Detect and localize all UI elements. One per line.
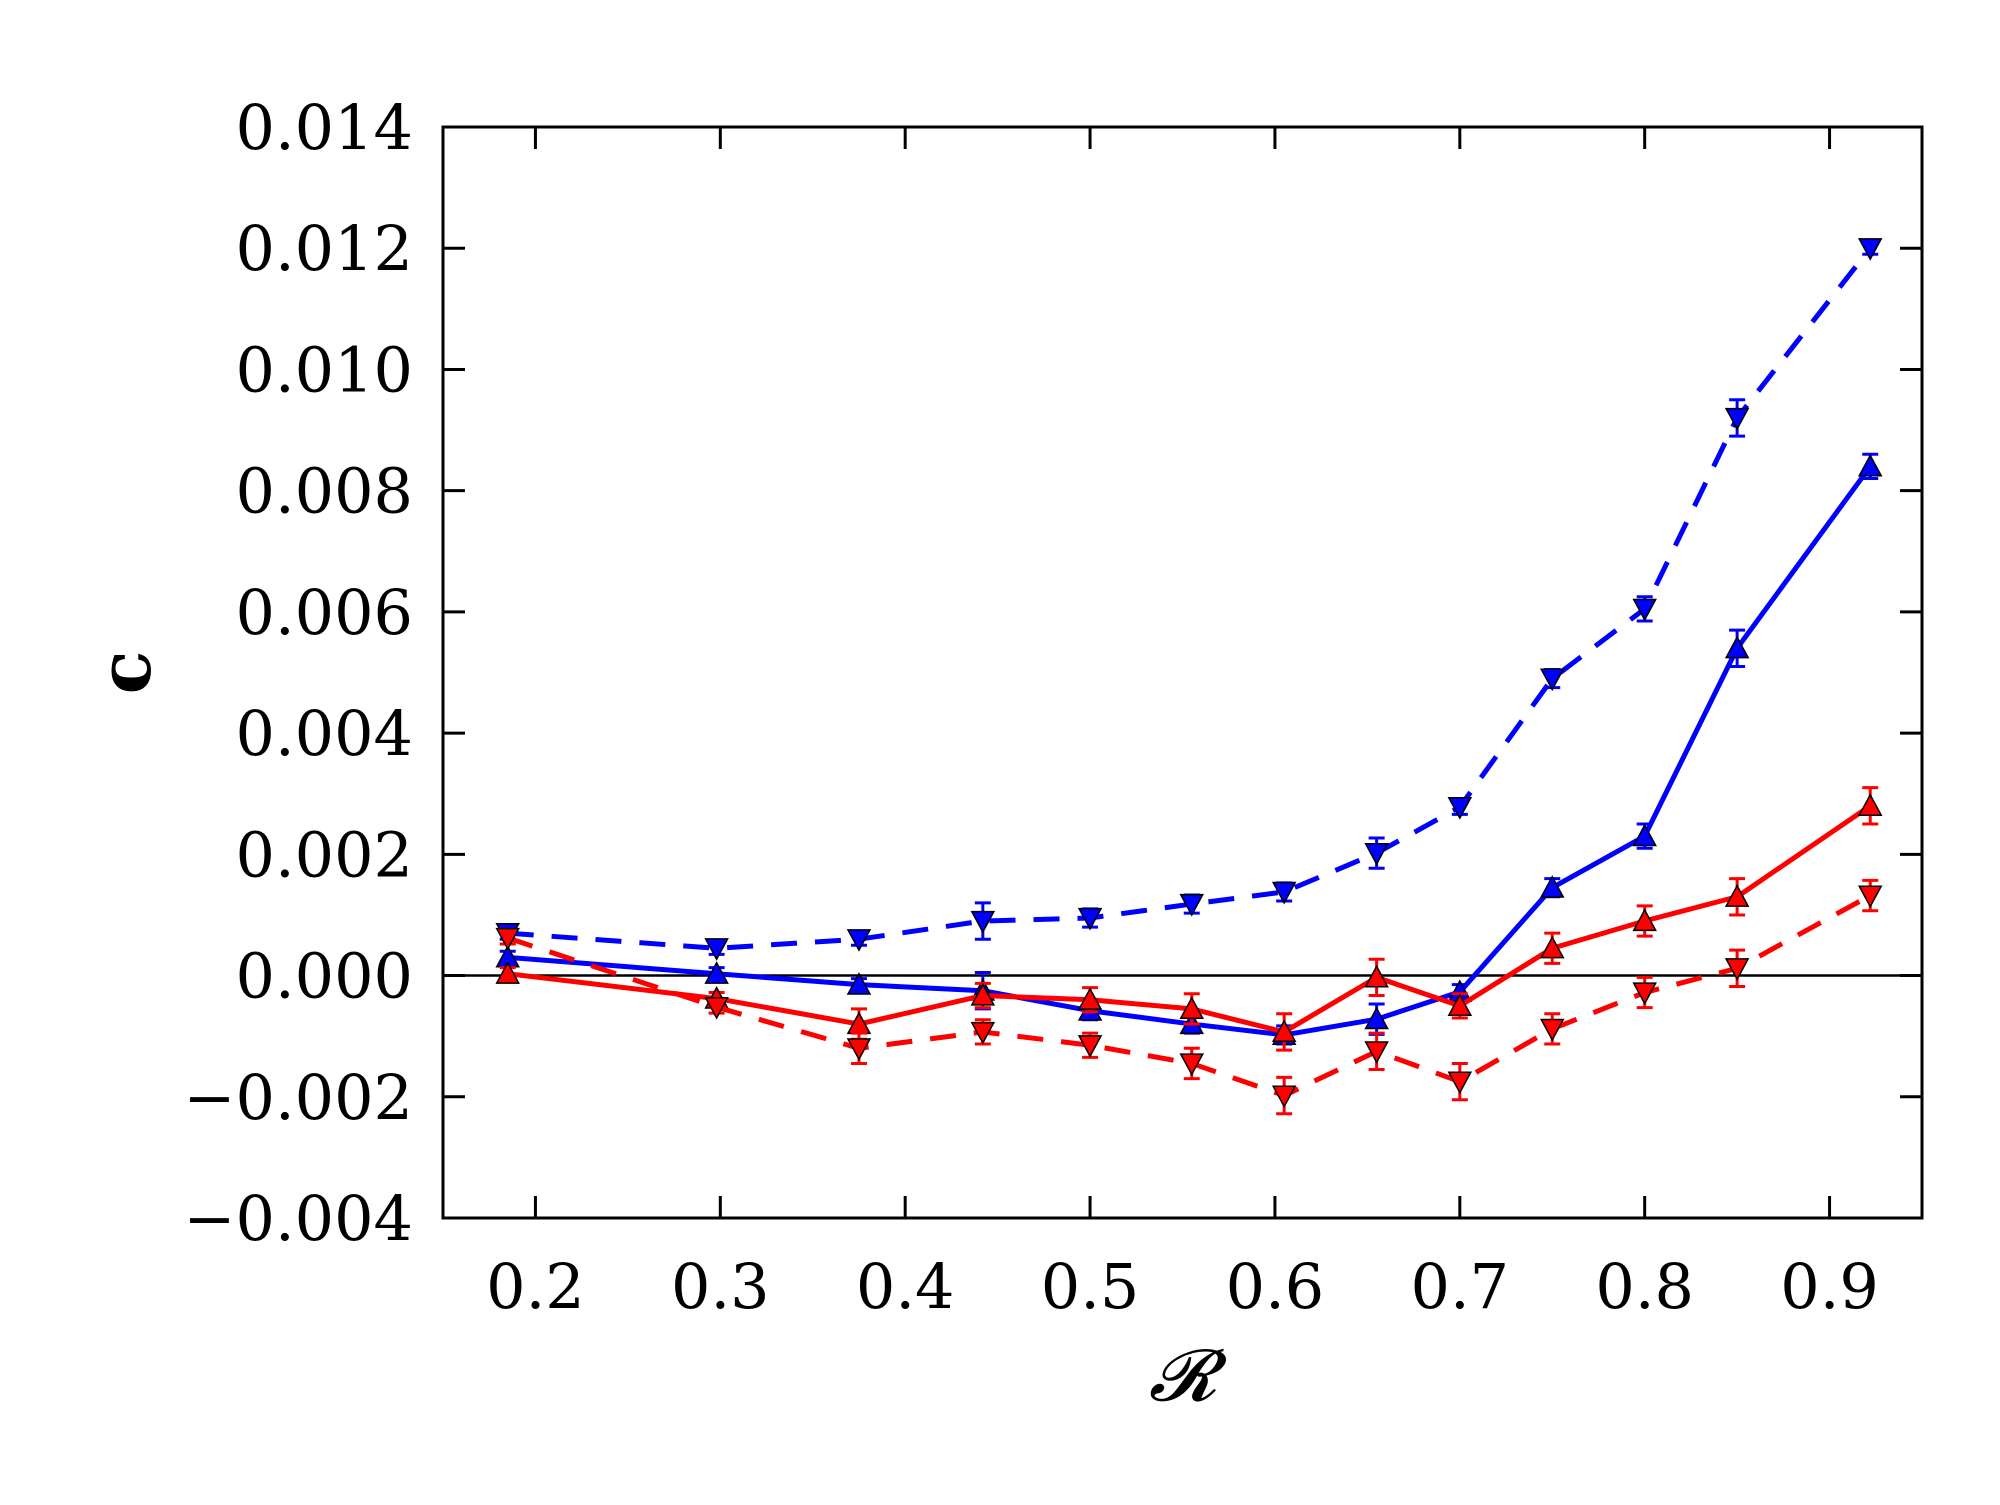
series-3 — [495, 786, 1883, 1052]
data-point — [1724, 958, 1750, 981]
x-tick-label: 0.6 — [1226, 1250, 1325, 1323]
series-4 — [495, 878, 1883, 1116]
x-tick-label: 0.5 — [1041, 1250, 1140, 1323]
data-point — [495, 927, 520, 951]
y-tick-label: 0.014 — [236, 91, 414, 164]
data-point — [970, 1021, 996, 1045]
tick-labels: 0.2 0.3 0.4 0.5 0.6 0.7 0.8 0.9 −0.004 −0.002 0.00… — [184, 91, 1879, 1323]
data-point — [1857, 238, 1883, 261]
data-point — [1632, 823, 1657, 847]
data-series — [495, 238, 1883, 1116]
data-point — [1539, 935, 1565, 959]
data-point — [1179, 996, 1205, 1019]
y-tick-label: 0.002 — [236, 818, 414, 891]
x-tick-label: 0.8 — [1595, 1250, 1694, 1323]
data-point — [1271, 1019, 1297, 1043]
data-point — [1857, 885, 1883, 909]
data-point — [1077, 987, 1103, 1010]
data-point — [1271, 881, 1297, 905]
data-point — [1364, 1006, 1389, 1030]
data-point — [1632, 982, 1657, 1006]
data-point — [1724, 884, 1750, 907]
y-tick-label: 0.012 — [236, 212, 414, 285]
y-tick-label: 0.000 — [236, 940, 414, 1013]
data-point — [1447, 796, 1473, 820]
data-point — [1632, 908, 1657, 932]
data-point — [1857, 453, 1883, 477]
data-point — [1364, 1041, 1389, 1064]
x-axis-title: 𝓡 — [1149, 1333, 1228, 1417]
data-point — [704, 996, 729, 1020]
plot-frame — [441, 125, 1924, 1220]
data-point — [1539, 668, 1565, 692]
data-point — [1077, 907, 1103, 931]
series-1 — [495, 238, 1883, 961]
data-point — [1724, 407, 1750, 431]
series-2 — [495, 452, 1883, 1046]
data-point — [1857, 793, 1883, 816]
data-point — [1632, 598, 1657, 622]
data-point — [1364, 843, 1389, 866]
data-point — [846, 972, 872, 995]
y-axis-title: c — [82, 651, 167, 695]
x-tick-label: 0.9 — [1780, 1250, 1879, 1323]
data-point — [704, 961, 729, 984]
data-point — [846, 1038, 872, 1061]
data-point — [970, 910, 996, 934]
data-point — [1539, 875, 1565, 898]
y-tick-label: −0.002 — [184, 1061, 413, 1134]
data-point — [1179, 1053, 1205, 1077]
data-point — [970, 982, 996, 1006]
x-tick-label: 0.7 — [1411, 1250, 1510, 1323]
data-point — [1724, 635, 1750, 659]
y-tick-label: 0.006 — [236, 576, 414, 649]
y-tick-label: 0.004 — [236, 697, 414, 770]
data-point — [1077, 1035, 1103, 1058]
x-tick-label: 0.3 — [671, 1250, 770, 1323]
data-point — [1271, 1085, 1297, 1109]
y-tick-label: 0.008 — [236, 455, 414, 528]
data-point — [1179, 893, 1205, 917]
y-tick-label: −0.004 — [184, 1182, 413, 1255]
data-point — [846, 929, 872, 952]
x-tick-label: 0.4 — [856, 1250, 955, 1323]
data-point — [1447, 1071, 1473, 1095]
data-point — [1364, 964, 1389, 988]
series-line — [507, 246, 1873, 951]
y-tick-label: 0.010 — [236, 333, 414, 406]
x-tick-label: 0.2 — [486, 1250, 585, 1323]
data-point — [1447, 993, 1473, 1016]
data-point — [1539, 1018, 1565, 1042]
data-point — [495, 961, 520, 984]
data-point — [704, 938, 729, 961]
